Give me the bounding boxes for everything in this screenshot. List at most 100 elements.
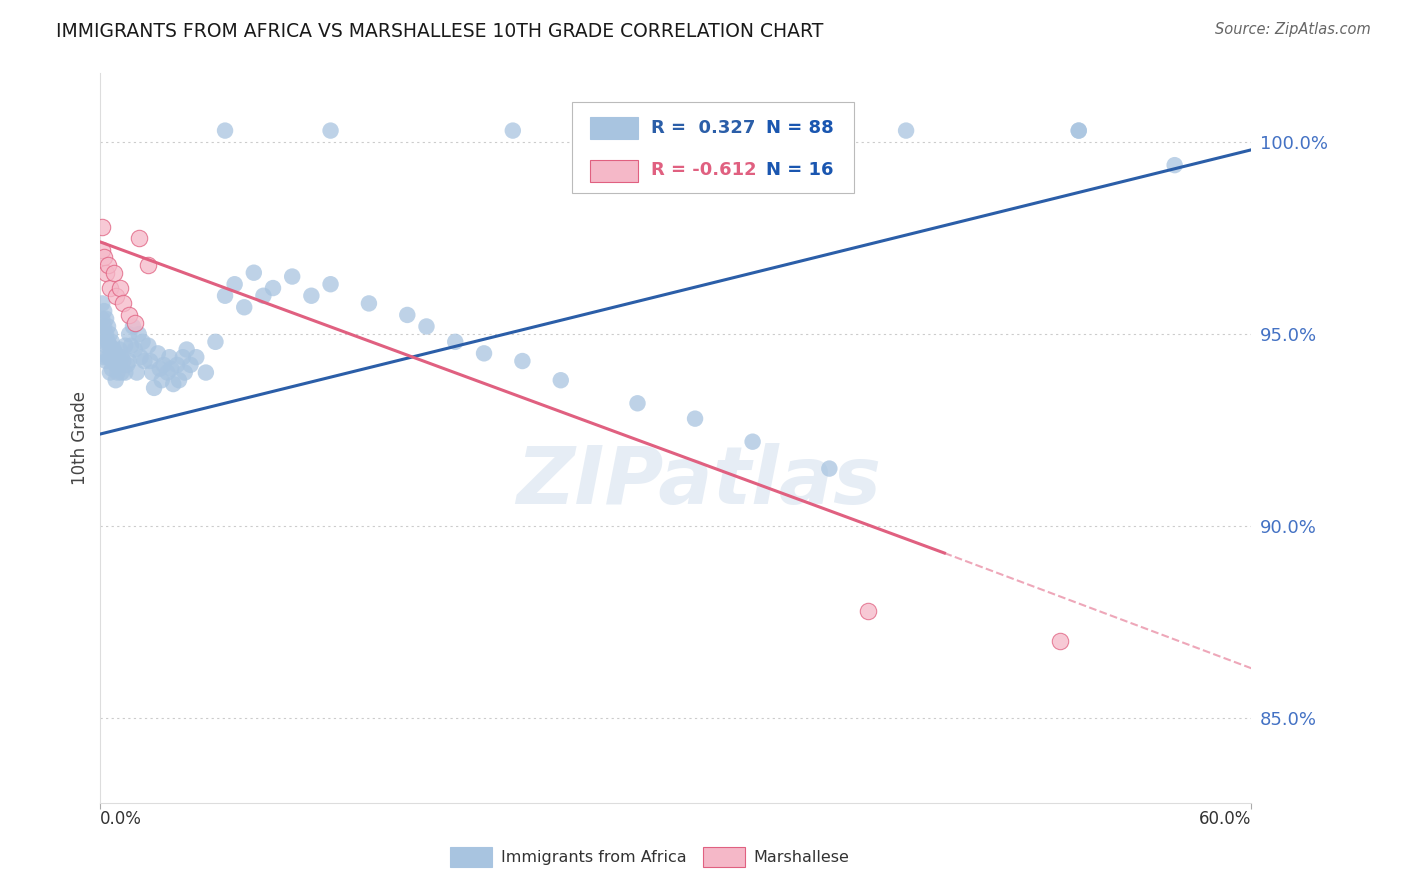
Point <box>150 373 173 387</box>
Point <box>444 334 467 349</box>
Point <box>550 373 572 387</box>
Point <box>101 361 124 376</box>
Point <box>512 354 534 368</box>
Point <box>139 354 162 368</box>
Point <box>252 289 274 303</box>
Point <box>167 373 190 387</box>
Point <box>415 319 437 334</box>
Point <box>91 219 114 234</box>
Point <box>98 350 121 364</box>
Point <box>502 123 524 137</box>
Point <box>91 243 114 257</box>
Point <box>262 281 284 295</box>
Point <box>136 339 159 353</box>
Point <box>118 354 141 368</box>
Text: 60.0%: 60.0% <box>1199 811 1251 829</box>
Point <box>93 250 115 264</box>
Point <box>173 366 195 380</box>
Point <box>122 319 145 334</box>
Point <box>108 281 131 295</box>
Text: ZIPatlas: ZIPatlas <box>516 442 882 521</box>
Point <box>281 269 304 284</box>
Point <box>124 316 146 330</box>
Point <box>141 366 163 380</box>
Point <box>1067 123 1090 137</box>
Point <box>91 311 114 326</box>
Point <box>1049 634 1071 648</box>
Point <box>108 343 131 357</box>
Point <box>894 123 917 137</box>
Point <box>97 334 120 349</box>
Point <box>214 289 236 303</box>
Point <box>93 334 115 349</box>
Point <box>97 258 120 272</box>
Point <box>94 311 117 326</box>
Point <box>93 319 115 334</box>
Point <box>146 346 169 360</box>
Point <box>176 343 198 357</box>
Point <box>110 366 132 380</box>
Text: 0.0%: 0.0% <box>100 811 142 829</box>
Point <box>97 350 120 364</box>
Point <box>818 461 841 475</box>
Point <box>124 343 146 357</box>
Point <box>118 308 141 322</box>
Point <box>204 334 226 349</box>
FancyBboxPatch shape <box>572 103 855 194</box>
Point <box>157 350 180 364</box>
Point <box>101 334 124 349</box>
Point <box>626 396 648 410</box>
Point <box>93 304 115 318</box>
Point <box>120 339 142 353</box>
Point <box>243 266 266 280</box>
Point <box>104 289 127 303</box>
Point <box>98 339 121 353</box>
Text: R = -0.612: R = -0.612 <box>651 161 756 179</box>
Point <box>134 354 156 368</box>
FancyBboxPatch shape <box>589 118 638 139</box>
Text: Immigrants from Africa: Immigrants from Africa <box>501 850 686 864</box>
Point <box>98 281 121 295</box>
Point <box>683 411 706 425</box>
Point <box>97 319 120 334</box>
Point <box>172 350 194 364</box>
Point <box>180 358 202 372</box>
Point <box>107 350 129 364</box>
Point <box>162 377 184 392</box>
Text: Marshallese: Marshallese <box>754 850 849 864</box>
Point <box>94 339 117 353</box>
Point <box>112 296 135 310</box>
Point <box>149 361 172 376</box>
Point <box>107 366 129 380</box>
Point <box>214 123 236 137</box>
Point <box>598 123 620 137</box>
Point <box>357 296 380 310</box>
Point <box>98 327 121 342</box>
Point <box>94 327 117 342</box>
Point <box>1067 123 1090 137</box>
Point <box>160 361 183 376</box>
Point <box>472 346 495 360</box>
Point <box>104 373 127 387</box>
Point <box>101 346 124 360</box>
Point <box>396 308 419 322</box>
Point <box>186 350 208 364</box>
Point <box>112 354 135 368</box>
Point <box>114 366 136 380</box>
Point <box>91 296 114 310</box>
Text: N = 88: N = 88 <box>766 119 834 136</box>
Point <box>91 327 114 342</box>
Point <box>93 350 115 364</box>
Point <box>103 343 125 357</box>
Y-axis label: 10th Grade: 10th Grade <box>72 391 89 485</box>
Point <box>94 266 117 280</box>
Point <box>98 366 121 380</box>
Point <box>94 354 117 368</box>
Point <box>108 358 131 372</box>
Point <box>103 354 125 368</box>
Point <box>856 604 879 618</box>
Point <box>319 277 342 292</box>
Text: IMMIGRANTS FROM AFRICA VS MARSHALLESE 10TH GRADE CORRELATION CHART: IMMIGRANTS FROM AFRICA VS MARSHALLESE 10… <box>56 22 824 41</box>
Point <box>233 300 256 314</box>
Point <box>194 366 217 380</box>
